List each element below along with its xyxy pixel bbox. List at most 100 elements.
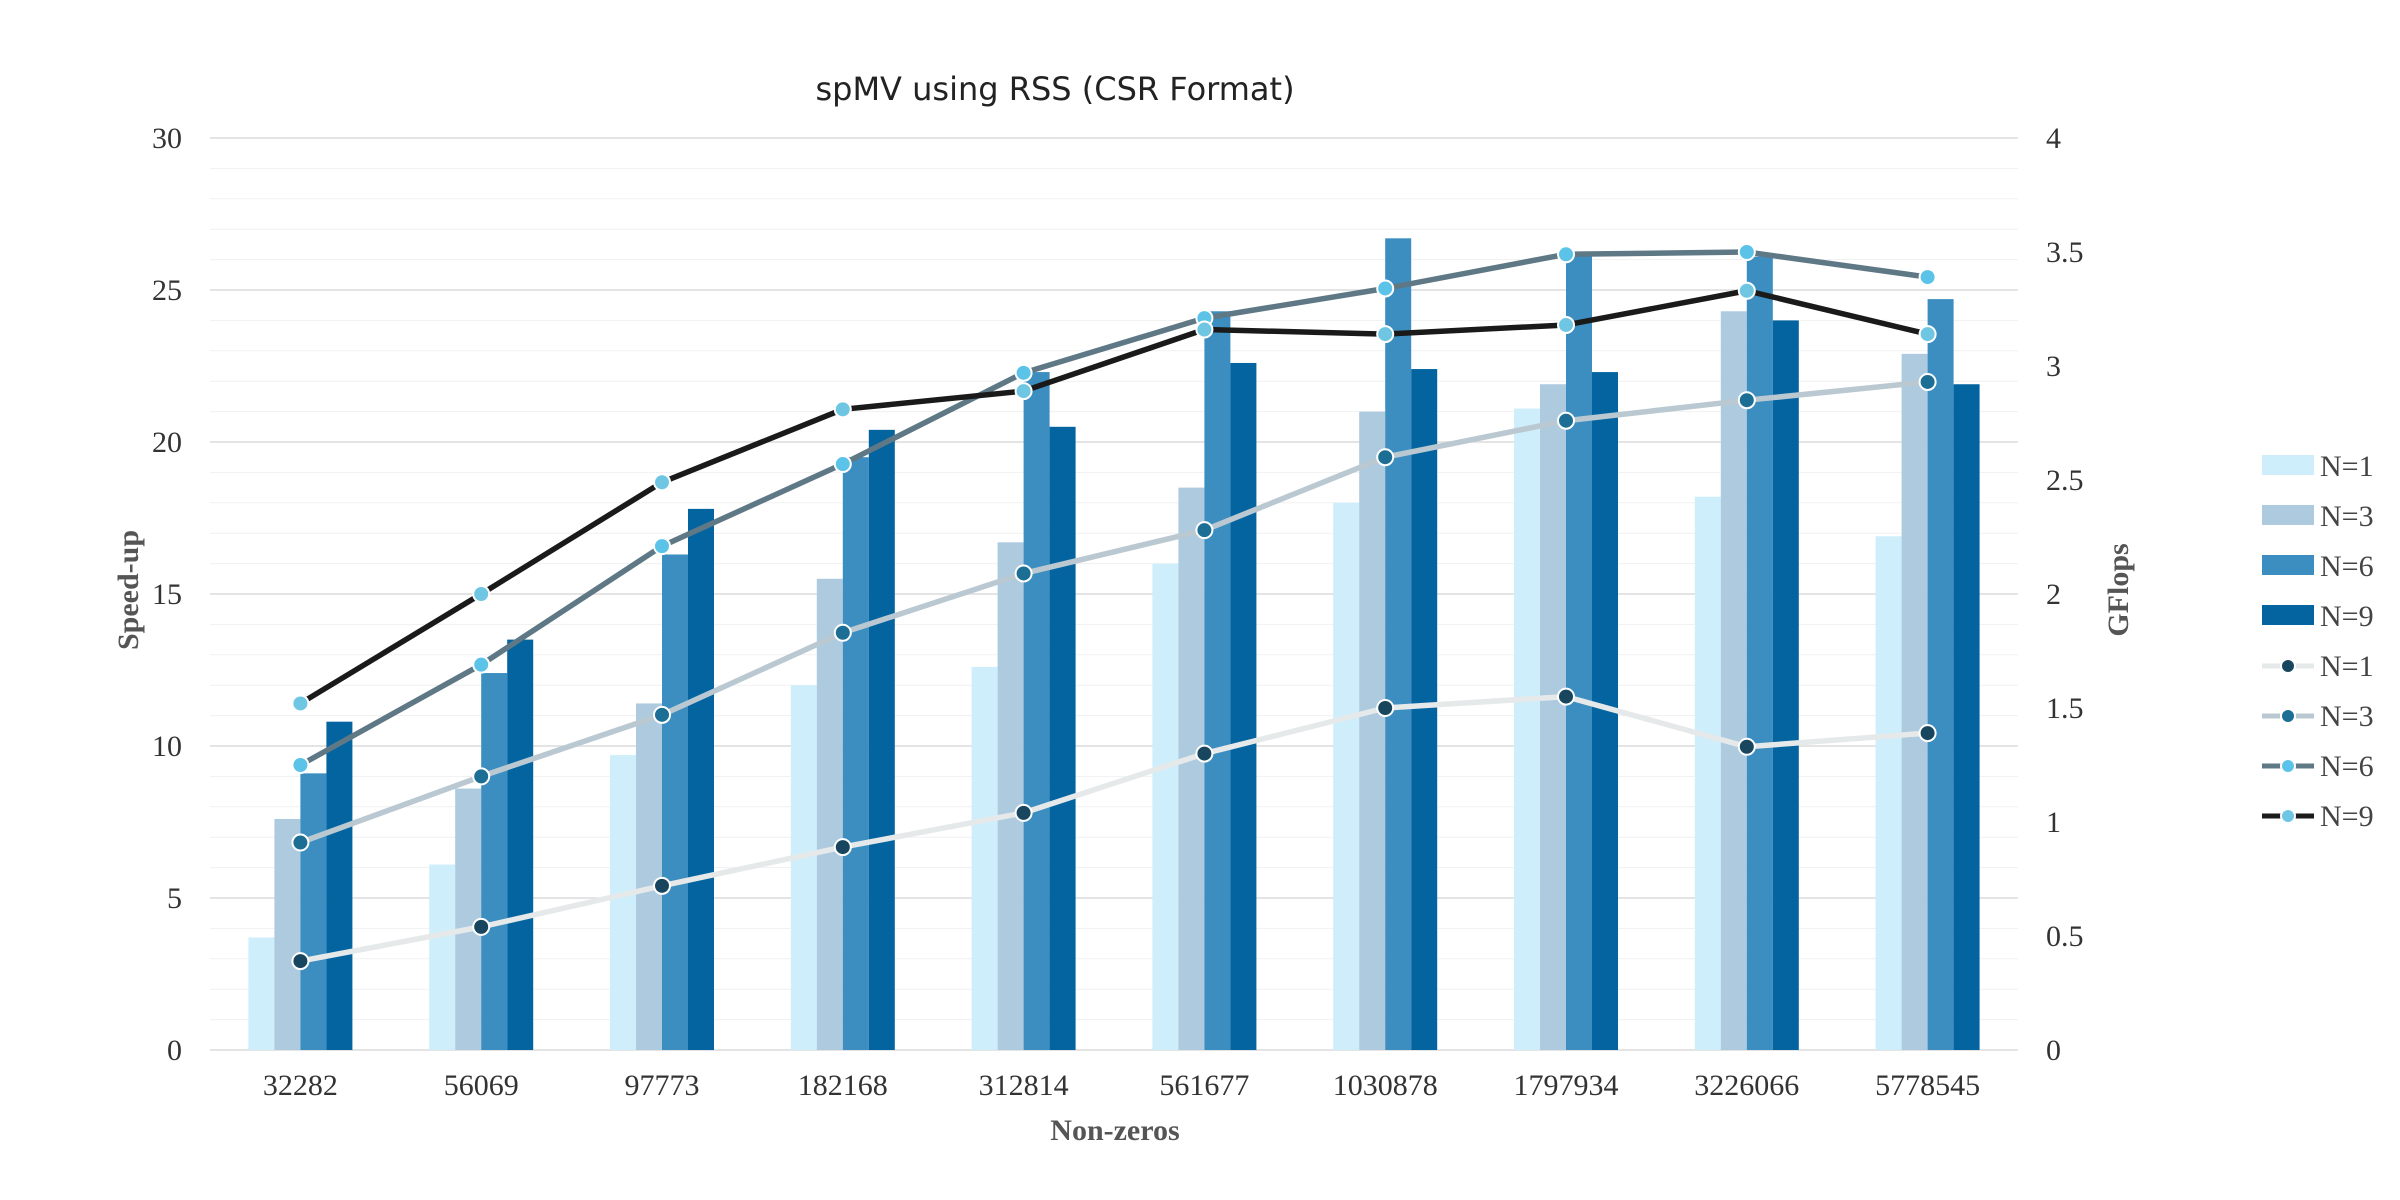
series-line <box>297 379 1931 846</box>
data-point <box>472 917 491 936</box>
bar-series-group <box>248 238 1980 1051</box>
x-tick-label: 5778545 <box>1875 1069 1980 1102</box>
right-tick-label: 2.5 <box>2046 464 2084 497</box>
data-point <box>1737 243 1756 261</box>
data-point <box>1737 281 1756 300</box>
legend-swatch <box>2262 605 2314 625</box>
bar <box>662 554 688 1050</box>
x-tick-label: 1797934 <box>1514 1069 1619 1102</box>
bar <box>507 639 534 1050</box>
bar <box>610 755 636 1050</box>
legend-label: N=3 <box>2320 700 2374 733</box>
bar <box>1514 408 1540 1050</box>
line-series-group <box>291 243 1937 971</box>
legend-swatch <box>2262 555 2314 575</box>
bar <box>1746 256 1773 1050</box>
bar <box>1540 384 1566 1050</box>
legend-label: N=9 <box>2320 600 2374 633</box>
data-point <box>1376 279 1395 298</box>
legend-marker <box>2280 708 2296 724</box>
bar <box>997 542 1024 1050</box>
data-point <box>1918 372 1937 391</box>
legend-marker <box>2280 808 2296 824</box>
series-line <box>297 693 1931 964</box>
data-point <box>1557 687 1575 706</box>
x-tick-label: 182168 <box>798 1069 888 1102</box>
legend-marker <box>2280 658 2296 674</box>
x-tick-label: 561677 <box>1159 1069 1249 1102</box>
data-point <box>472 655 491 674</box>
left-axis-ticks: 0 5 10 15 20 25 30 <box>152 122 182 1067</box>
chart-title: spMV using RSS (CSR Format) <box>815 70 1294 108</box>
bar <box>688 508 714 1050</box>
bar <box>1178 487 1205 1051</box>
bar <box>1359 411 1386 1051</box>
left-tick-label: 15 <box>152 578 182 611</box>
right-tick-label: 3.5 <box>2046 236 2084 269</box>
bar <box>1333 502 1360 1050</box>
left-tick-label: 10 <box>152 730 182 763</box>
data-point <box>1195 744 1214 763</box>
data-point <box>1376 325 1395 344</box>
bar <box>429 864 456 1050</box>
bar <box>790 685 817 1050</box>
right-tick-label: 4 <box>2046 122 2061 155</box>
data-point <box>1195 521 1214 540</box>
bar <box>1694 496 1721 1051</box>
x-tick-label: 312814 <box>979 1069 1069 1102</box>
x-tick-label: 1030878 <box>1333 1069 1438 1102</box>
legend-label: N=6 <box>2320 750 2374 783</box>
data-point <box>1014 382 1033 401</box>
right-tick-label: 0 <box>2046 1034 2061 1067</box>
bar <box>1953 384 1980 1050</box>
data-point <box>653 537 671 556</box>
legend-label: N=9 <box>2320 800 2374 833</box>
legend-marker <box>2280 758 2296 774</box>
data-point <box>291 833 310 852</box>
x-tick-label: 97773 <box>625 1069 700 1102</box>
data-point <box>472 585 491 603</box>
data-point <box>1737 391 1756 410</box>
data-point <box>833 623 852 642</box>
legend-label: N=1 <box>2320 450 2374 483</box>
data-point <box>1014 363 1033 382</box>
bar <box>1772 320 1799 1050</box>
bar <box>1566 253 1592 1050</box>
bar <box>1411 369 1438 1050</box>
legend-swatch <box>2262 505 2314 525</box>
data-point <box>833 455 852 474</box>
legend: N=1 N=3 N=6 N=9 N=1 N=3 N=6 N=9 <box>2262 450 2374 833</box>
bar <box>816 578 843 1050</box>
y-axis-title: Speed-up <box>112 530 145 650</box>
data-point <box>1557 245 1575 264</box>
bar <box>326 721 353 1050</box>
data-point <box>291 756 310 774</box>
right-tick-label: 2 <box>2046 578 2061 611</box>
bar <box>1049 426 1076 1050</box>
bar <box>636 703 662 1050</box>
left-tick-label: 30 <box>152 122 182 155</box>
bar <box>1385 238 1412 1050</box>
data-point <box>1376 448 1395 467</box>
right-tick-label: 0.5 <box>2046 920 2084 953</box>
data-point <box>1014 803 1033 822</box>
data-point <box>1557 315 1575 334</box>
bar <box>481 673 508 1050</box>
data-point <box>1918 724 1937 743</box>
x-axis-ticks: 32282 56069 97773 182168 312814 561677 1030878… <box>263 1069 1980 1102</box>
data-point <box>1557 411 1575 430</box>
data-point <box>1918 325 1937 344</box>
series-line <box>297 288 1931 707</box>
bar <box>1901 353 1928 1051</box>
bar <box>868 429 895 1051</box>
right-tick-label: 1.5 <box>2046 692 2084 725</box>
bar <box>274 818 301 1050</box>
bar <box>248 937 275 1050</box>
bar <box>1927 299 1954 1050</box>
bar <box>1875 536 1902 1050</box>
x-axis-title: Non-zeros <box>1050 1114 1179 1147</box>
legend-label: N=3 <box>2320 500 2374 533</box>
left-tick-label: 20 <box>152 426 182 459</box>
legend-label: N=1 <box>2320 650 2374 683</box>
